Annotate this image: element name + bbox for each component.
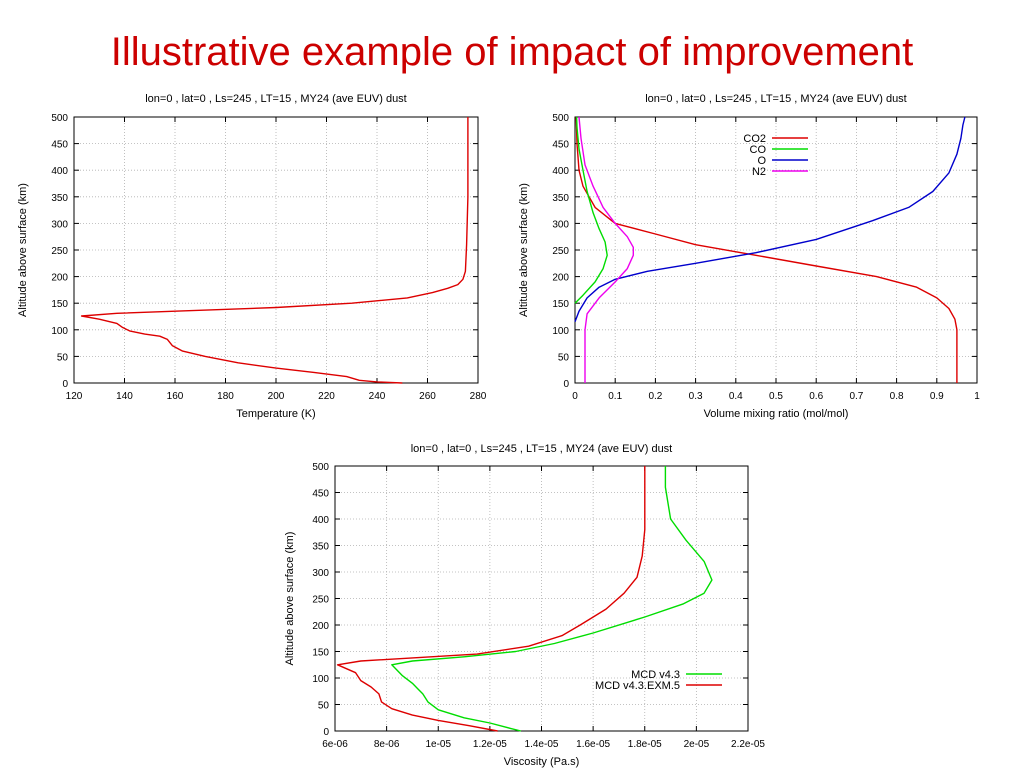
y-tick-label: 400 xyxy=(51,166,68,177)
series-line-mcd-v4-3 xyxy=(391,466,713,732)
y-tick-label: 350 xyxy=(51,193,68,204)
x-tick-label: 0.1 xyxy=(608,391,622,402)
x-tick-label: 0.9 xyxy=(930,391,944,402)
y-tick-label: 150 xyxy=(552,299,569,310)
x-tick-label: 0.3 xyxy=(689,391,703,402)
y-axis-label: Altitude above surface (km) xyxy=(284,532,296,666)
x-tick-label: 280 xyxy=(470,391,487,402)
y-tick-label: 50 xyxy=(57,352,69,363)
y-tick-label: 100 xyxy=(51,326,68,337)
y-tick-label: 50 xyxy=(558,352,570,363)
legend-label: N2 xyxy=(752,166,766,178)
chart-title: lon=0 , lat=0 , Ls=245 , LT=15 , MY24 (a… xyxy=(645,93,907,105)
y-tick-label: 450 xyxy=(51,140,68,151)
y-tick-label: 150 xyxy=(312,648,329,659)
x-axis-label: Viscosity (Pa.s) xyxy=(504,756,580,768)
x-tick-label: 6e-06 xyxy=(322,739,348,750)
y-axis-label: Altitude above surface (km) xyxy=(518,183,530,317)
legend-label: CO xyxy=(750,144,767,156)
x-tick-label: 180 xyxy=(217,391,234,402)
y-tick-label: 100 xyxy=(312,674,329,685)
x-tick-label: 1.2e-05 xyxy=(473,739,507,750)
y-tick-label: 500 xyxy=(312,462,329,473)
x-tick-label: 140 xyxy=(116,391,133,402)
y-axis-label: Altitude above surface (km) xyxy=(17,183,29,317)
legend-label: MCD v4.3 xyxy=(631,669,680,681)
x-tick-label: 2e-05 xyxy=(684,739,710,750)
chart-title: lon=0 , lat=0 , Ls=245 , LT=15 , MY24 (a… xyxy=(411,443,673,455)
y-tick-label: 250 xyxy=(552,246,569,257)
x-tick-label: 240 xyxy=(369,391,386,402)
chart-title: lon=0 , lat=0 , Ls=245 , LT=15 , MY24 (a… xyxy=(145,93,407,105)
series-line-co xyxy=(574,116,608,304)
x-tick-label: 0.2 xyxy=(648,391,662,402)
y-tick-label: 150 xyxy=(51,299,68,310)
series-line-0 xyxy=(80,117,469,384)
y-tick-label: 250 xyxy=(312,595,329,606)
x-tick-label: 1.4e-05 xyxy=(525,739,559,750)
x-tick-label: 120 xyxy=(66,391,83,402)
x-tick-label: 1.6e-05 xyxy=(576,739,610,750)
x-tick-label: 0.8 xyxy=(890,391,904,402)
y-tick-label: 500 xyxy=(552,113,569,124)
x-tick-label: 220 xyxy=(318,391,335,402)
x-tick-label: 0.5 xyxy=(769,391,783,402)
series-line-n2 xyxy=(578,116,634,383)
y-tick-label: 450 xyxy=(552,140,569,151)
y-tick-label: 200 xyxy=(312,621,329,632)
series-line-co2 xyxy=(575,116,958,383)
x-axis-label: Volume mixing ratio (mol/mol) xyxy=(704,408,849,420)
x-tick-label: 1 xyxy=(974,391,980,402)
y-tick-label: 0 xyxy=(323,727,329,738)
legend-label: O xyxy=(757,155,766,167)
x-tick-label: 0 xyxy=(572,391,578,402)
y-tick-label: 250 xyxy=(51,246,68,257)
y-tick-label: 450 xyxy=(312,489,329,500)
x-tick-label: 1e-05 xyxy=(425,739,451,750)
y-tick-label: 400 xyxy=(552,166,569,177)
x-tick-label: 160 xyxy=(167,391,184,402)
x-tick-label: 2.2e-05 xyxy=(731,739,765,750)
x-tick-label: 0.6 xyxy=(809,391,823,402)
x-tick-label: 200 xyxy=(268,391,285,402)
series-line-o xyxy=(574,116,966,323)
y-tick-label: 350 xyxy=(552,193,569,204)
series-line-mcd-v4-3-exm-5 xyxy=(336,466,646,732)
y-tick-label: 300 xyxy=(552,219,569,230)
y-tick-label: 0 xyxy=(563,379,569,390)
y-tick-label: 350 xyxy=(312,542,329,553)
x-tick-label: 0.4 xyxy=(729,391,743,402)
y-tick-label: 500 xyxy=(51,113,68,124)
legend-label: CO2 xyxy=(743,133,766,145)
y-tick-label: 400 xyxy=(312,515,329,526)
y-tick-label: 50 xyxy=(318,701,330,712)
page-title: Illustrative example of impact of improv… xyxy=(110,30,914,74)
x-tick-label: 0.7 xyxy=(849,391,863,402)
y-tick-label: 100 xyxy=(552,326,569,337)
y-tick-label: 300 xyxy=(51,219,68,230)
x-axis-label: Temperature (K) xyxy=(236,408,315,420)
legend-label: MCD v4.3.EXM.5 xyxy=(595,680,680,692)
y-tick-label: 200 xyxy=(51,273,68,284)
y-tick-label: 200 xyxy=(552,273,569,284)
x-tick-label: 1.8e-05 xyxy=(628,739,662,750)
y-tick-label: 300 xyxy=(312,568,329,579)
y-tick-label: 0 xyxy=(62,379,68,390)
x-tick-label: 260 xyxy=(419,391,436,402)
x-tick-label: 8e-06 xyxy=(374,739,400,750)
